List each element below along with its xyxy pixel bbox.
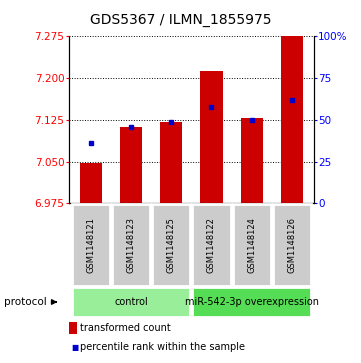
Text: transformed count: transformed count: [80, 323, 171, 333]
Text: GSM1148121: GSM1148121: [86, 217, 95, 273]
Bar: [192, 287, 311, 317]
Text: miR-542-3p overexpression: miR-542-3p overexpression: [185, 297, 319, 307]
Text: GSM1148125: GSM1148125: [167, 217, 176, 273]
Text: protocol: protocol: [4, 297, 46, 307]
Bar: [241, 118, 263, 204]
Bar: [71, 287, 190, 317]
Text: GSM1148122: GSM1148122: [207, 217, 216, 273]
Bar: [200, 71, 222, 204]
Text: GDS5367 / ILMN_1855975: GDS5367 / ILMN_1855975: [90, 13, 271, 27]
Bar: [112, 204, 150, 286]
Bar: [152, 204, 190, 286]
Bar: [160, 122, 182, 204]
Text: percentile rank within the sample: percentile rank within the sample: [80, 342, 245, 352]
Text: control: control: [114, 297, 148, 307]
Bar: [273, 204, 311, 286]
Text: GSM1148126: GSM1148126: [287, 217, 296, 273]
Text: ■: ■: [71, 343, 78, 352]
Text: GSM1148123: GSM1148123: [126, 217, 135, 273]
Bar: [281, 36, 303, 204]
Bar: [192, 204, 231, 286]
Bar: [71, 204, 110, 286]
Bar: [120, 127, 142, 204]
Bar: [80, 163, 102, 204]
Bar: [232, 204, 271, 286]
Text: GSM1148124: GSM1148124: [247, 217, 256, 273]
